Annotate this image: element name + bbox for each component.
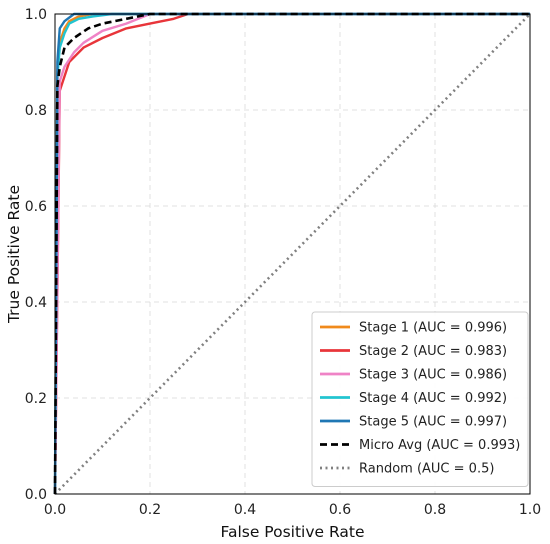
series-line-7 — [54, 13, 531, 495]
legend-label: Random (AUC = 0.5) — [359, 462, 494, 477]
x-tick-label: 0.2 — [139, 502, 161, 518]
legend-box — [311, 311, 529, 487]
x-tick-label: 0.6 — [329, 502, 351, 518]
x-tick-label: 0.8 — [424, 502, 446, 518]
y-tick-label: 0.6 — [25, 199, 47, 215]
series-line-2 — [53, 12, 530, 495]
y-tick-label: 0.2 — [25, 391, 47, 407]
series-line-3 — [53, 12, 530, 495]
legend-label: Stage 5 (AUC = 0.997) — [359, 415, 507, 430]
tick-layer: 0.0 0.2 0.4 0.6 0.8 1.0 0.0 0.2 0.4 0.6 0.8 1.0 — [25, 7, 541, 518]
y-tick-label: 0.0 — [25, 487, 47, 503]
y-tick-label: 0.4 — [25, 295, 47, 311]
y-axis-label: True Positive Rate — [5, 185, 23, 324]
legend-label: Stage 1 (AUC = 0.996) — [359, 321, 507, 336]
legend-label: Stage 3 (AUC = 0.986) — [359, 368, 507, 383]
series-line-6 — [53, 12, 530, 495]
legend-label: Micro Avg (AUC = 0.993) — [359, 438, 520, 453]
x-axis-label: False Positive Rate — [220, 523, 364, 541]
legend-label: Stage 2 (AUC = 0.983) — [359, 344, 507, 359]
x-tick-label: 0.0 — [44, 502, 66, 518]
y-tick-label: 1.0 — [25, 7, 47, 23]
x-tick-label: 1.0 — [519, 502, 541, 518]
legend: Stage 1 (AUC = 0.996) Stage 2 (AUC = 0.98… — [311, 311, 529, 487]
x-tick-label: 0.4 — [234, 502, 256, 518]
plot-frame — [54, 13, 531, 495]
y-tick-label: 0.8 — [25, 103, 47, 119]
legend-label: Stage 4 (AUC = 0.992) — [359, 391, 507, 406]
